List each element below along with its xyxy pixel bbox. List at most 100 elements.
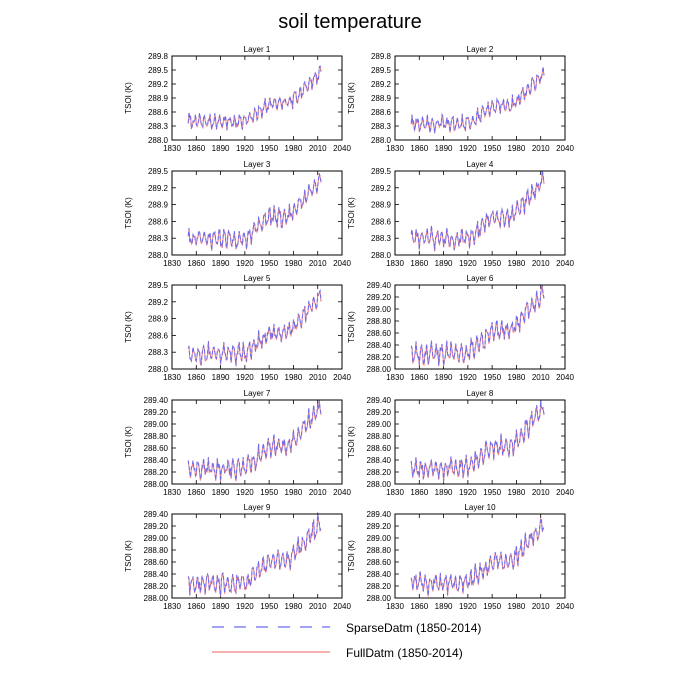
layer-7-xtick-label: 1830 [163,488,181,497]
layer-5-xtick-label: 2010 [309,373,327,382]
layer-10-xtick-label: 1950 [483,602,501,611]
layer-10-ytick-label: 289.40 [367,510,392,519]
layer-8-xtick-label: 2040 [556,488,574,497]
layer-8-title: Layer 8 [467,389,494,398]
layer-8-xtick-label: 1980 [508,488,526,497]
layer-6-xtick-label: 1830 [386,373,404,382]
layer-6-ytick-label: 288.40 [367,341,392,350]
layer-7-ytick-label: 288.00 [144,480,169,489]
layer-5-xtick-label: 2040 [333,373,351,382]
layer-10-ylabel: TSOI (K) [347,540,356,572]
layer-8-ytick-label: 288.40 [367,456,392,465]
layer-3-ytick-label: 289.5 [148,167,169,176]
layer-1-ytick-label: 288.9 [148,94,169,103]
layer-3-xtick-label: 1860 [187,259,205,268]
layer-9-frame [171,513,343,599]
layer-6-xtick-label: 1920 [459,373,477,382]
layer-1-title: Layer 1 [244,45,271,54]
layer-10-series-sparse [410,516,545,596]
layer-6-title: Layer 6 [467,274,494,283]
layer-10-title: Layer 10 [464,503,496,512]
layer-3-ytick-label: 288.0 [148,251,169,260]
layer-6-series-full [410,285,545,367]
layer-8-ytick-label: 288.60 [367,444,392,453]
layer-1-xtick-label: 1830 [163,144,181,153]
layer-9-xtick-label: 1830 [163,602,181,611]
layer-9-xtick-label: 1920 [236,602,254,611]
layer-8-ytick-label: 289.00 [367,420,392,429]
layer-7-xtick-label: 2010 [309,488,327,497]
layer-5-frame [171,284,343,370]
layer-4-xtick-label: 1860 [410,259,428,268]
figure-title: soil temperature [278,11,421,33]
layer-9-ytick-label: 288.40 [144,570,169,579]
layer-8-ylabel: TSOI (K) [347,426,356,458]
layer-2-ytick-label: 288.3 [371,122,392,131]
layer-10-ytick-label: 289.00 [367,534,392,543]
layer-1-xtick-label: 1950 [260,144,278,153]
layer-8-ytick-label: 288.20 [367,468,392,477]
layer-5-ytick-label: 289.5 [148,281,169,290]
layer-6-xtick-label: 1890 [435,373,453,382]
layer-5-xtick-label: 1950 [260,373,278,382]
layer-10-xtick-label: 1980 [508,602,526,611]
layer-5-ytick-label: 288.3 [148,348,169,357]
layer-1-xtick-label: 2010 [309,144,327,153]
layer-10-ytick-label: 288.00 [367,594,392,603]
layer-5-xtick-label: 1860 [187,373,205,382]
layer-9-series-sparse [187,512,322,596]
layer-3-xtick-label: 2040 [333,259,351,268]
layer-5-series-sparse [187,288,322,366]
panels: Layer 1 TSOI (K) 1830 1860 1890 1920 1950 1980 2… [124,45,574,611]
layer-5-xtick-label: 1980 [285,373,303,382]
layer-6-series-sparse [410,284,545,366]
layer-1-xtick-label: 1920 [236,144,254,153]
layer-9-ytick-label: 288.20 [144,582,169,591]
layer-10-ytick-label: 288.40 [367,570,392,579]
layer-4-xtick-label: 1830 [386,259,404,268]
layer-4-xtick-label: 1980 [508,259,526,268]
layer-1-xtick-label: 1890 [212,144,230,153]
layer-8-xtick-label: 1830 [386,488,404,497]
layer-4-ytick-label: 288.0 [371,251,392,260]
layer-5-ylabel: TSOI (K) [124,311,133,343]
layer-6-xtick-label: 1950 [483,373,501,382]
layer-10-xtick-label: 1920 [459,602,477,611]
layer-1-ytick-label: 288.6 [148,108,169,117]
layer-4-ytick-label: 288.9 [371,201,392,210]
layer-3-frame [171,170,343,256]
layer-4-ytick-label: 289.2 [371,184,392,193]
layer-10-xtick-label: 2010 [532,602,550,611]
layer-9-xtick-label: 2010 [309,602,327,611]
layer-2-xtick-label: 2010 [532,144,550,153]
layer-2-ylabel: TSOI (K) [347,82,356,114]
layer-3-xtick-label: 1830 [163,259,181,268]
layer-2-ytick-label: 289.5 [371,66,392,75]
layer-9-ytick-label: 289.20 [144,522,169,531]
layer-7-ytick-label: 288.20 [144,468,169,477]
layer-4-frame [394,170,566,256]
layer-7-ylabel: TSOI (K) [124,426,133,458]
layer-1-ytick-label: 289.2 [148,80,169,89]
layer-6-ytick-label: 288.60 [367,329,392,338]
layer-3-xtick-label: 1950 [260,259,278,268]
layer-10-ytick-label: 288.20 [367,582,392,591]
layer-7-ytick-label: 289.20 [144,408,169,417]
layer-1-xtick-label: 1980 [285,144,303,153]
layer-3-xtick-label: 1890 [212,259,230,268]
layer-3-series-sparse [187,173,322,251]
layer-9-ytick-label: 288.80 [144,546,169,555]
layer-5-xtick-label: 1890 [212,373,230,382]
layer-4-title: Layer 4 [467,160,494,169]
layer-6-frame [394,284,566,370]
layer-8-xtick-label: 2010 [532,488,550,497]
layer-2-frame [394,55,566,141]
layer-8-xtick-label: 1950 [483,488,501,497]
layer-2-xtick-label: 1860 [410,144,428,153]
layer-5-ytick-label: 288.0 [148,365,169,374]
layer-9-xtick-label: 1950 [260,602,278,611]
layer-1-xtick-label: 1860 [187,144,205,153]
layer-4-ytick-label: 289.5 [371,167,392,176]
layer-7-ytick-label: 288.60 [144,444,169,453]
layer-6-xtick-label: 2010 [532,373,550,382]
